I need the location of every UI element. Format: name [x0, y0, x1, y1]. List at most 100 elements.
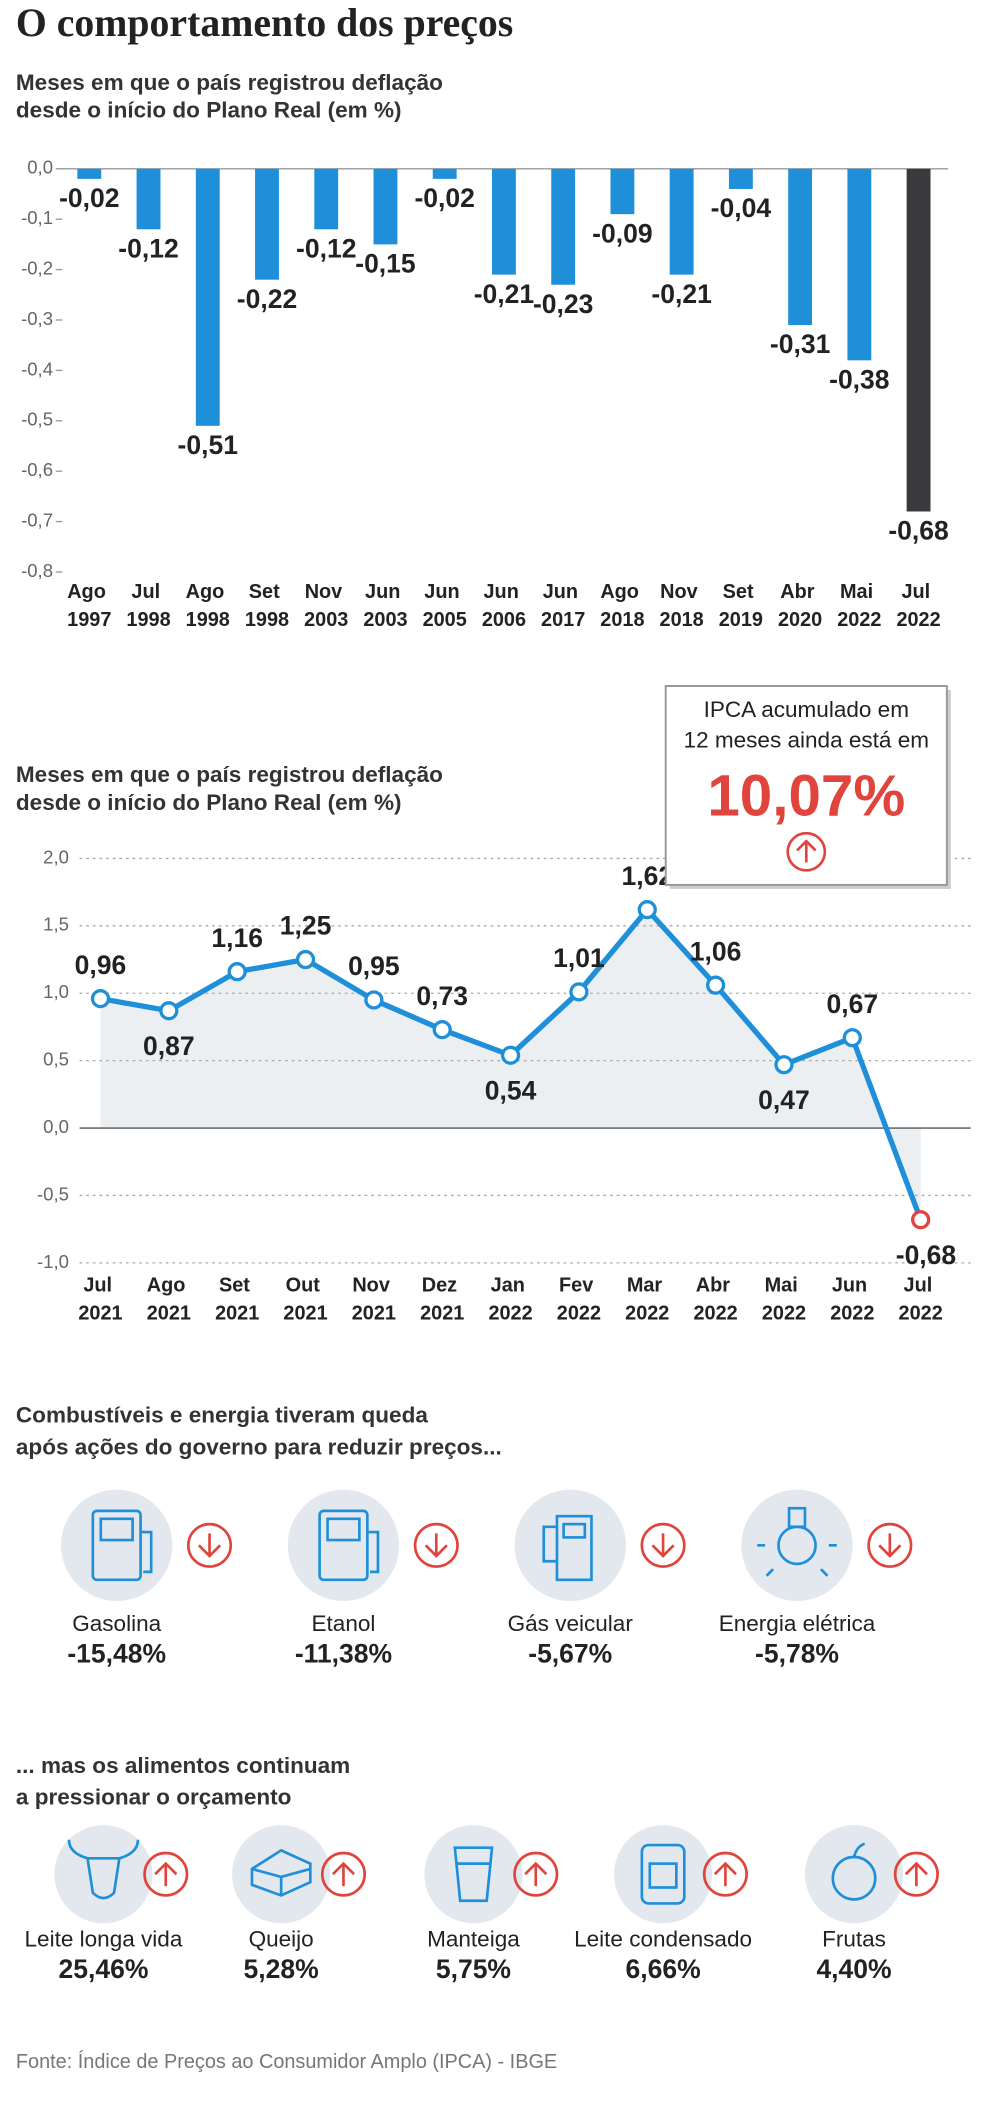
arrow — [154, 1861, 178, 1887]
arrow — [878, 1533, 902, 1558]
icon-bg — [424, 1825, 523, 1924]
x-tick-label: Abr 2020 — [778, 581, 822, 631]
point — [705, 975, 726, 995]
x-tick-label: Mar 2022 — [625, 1275, 669, 1325]
y-tick-label: 0,5 — [43, 1049, 69, 1070]
callout-value: 10,07% — [707, 763, 905, 828]
value-label: 1,01 — [553, 943, 605, 973]
value-label: 1,16 — [211, 923, 263, 953]
icon — [648, 1862, 678, 1889]
x-tick-label: Jun 2017 — [541, 581, 585, 631]
bar — [373, 168, 398, 245]
y-tick-label: -0,4 — [21, 358, 53, 379]
value-label: 0,95 — [348, 951, 400, 981]
arrow-circle — [893, 1851, 939, 1897]
x-tick-label: Jan 2022 — [488, 1275, 532, 1325]
item-name: Energia elétrica — [719, 1611, 876, 1636]
y-tick-label: -0,3 — [21, 308, 53, 329]
bar — [432, 168, 457, 179]
value-label: 1,25 — [280, 911, 332, 941]
value-label: -0,68 — [896, 1240, 956, 1270]
arrow — [197, 1533, 222, 1558]
arrow — [796, 839, 817, 863]
x-tick-label: Nov 2021 — [352, 1275, 396, 1325]
y-tick-label: 0,0 — [43, 1116, 69, 1137]
y-tick-label: -0,1 — [21, 207, 53, 228]
arrow — [713, 1861, 737, 1887]
value-label: -0,12 — [118, 233, 178, 263]
y-tick-label: -1,0 — [37, 1251, 69, 1272]
item-change: 25,46% — [58, 1954, 148, 1984]
item-change: 5,28% — [244, 1954, 319, 1984]
value-label: -0,38 — [829, 365, 889, 395]
point — [637, 900, 657, 920]
point — [911, 1210, 931, 1230]
bar — [728, 168, 753, 189]
value-label: -0,31 — [770, 329, 831, 359]
arrow — [424, 1533, 448, 1558]
x-tick-label: Out 2021 — [283, 1275, 327, 1325]
icon-bg — [287, 1489, 400, 1602]
x-tick-label: Jun 2006 — [482, 581, 526, 631]
y-tick-label: -0,6 — [21, 459, 53, 480]
value-label: 1,62 — [621, 861, 673, 891]
item-change: -5,67% — [528, 1638, 612, 1668]
y-tick-label: 0,0 — [27, 157, 53, 178]
bar — [788, 168, 813, 326]
value-label: 0,87 — [143, 1031, 195, 1061]
value-label: -0,02 — [414, 183, 474, 213]
y-tick-label: -0,5 — [37, 1183, 69, 1204]
value-label: -0,21 — [651, 279, 712, 309]
icon — [555, 1514, 593, 1582]
y-tick-label: 1,5 — [43, 914, 69, 935]
x-tick-label: Fev 2022 — [557, 1275, 601, 1325]
arrow-circle — [867, 1522, 913, 1568]
x-tick-label: Mai 2022 — [837, 581, 881, 631]
item-name: Manteiga — [427, 1926, 520, 1951]
y-tick-label: 1,0 — [43, 981, 69, 1002]
value-label: 0,67 — [826, 989, 878, 1019]
icon — [757, 1544, 837, 1577]
item-change: -5,78% — [755, 1638, 839, 1668]
icon — [640, 1843, 686, 1905]
icon — [91, 1509, 142, 1582]
arrow-circle — [413, 1522, 459, 1568]
bar — [136, 168, 161, 230]
icon — [326, 1517, 361, 1542]
icon-bg — [614, 1825, 713, 1924]
arrow — [904, 1861, 928, 1887]
icon-bg — [232, 1825, 331, 1924]
x-tick-label: Abr 2022 — [693, 1275, 737, 1325]
value-label: -0,51 — [178, 430, 239, 460]
icon-bg — [804, 1825, 904, 1924]
chart-subtitle: Meses em que o país registrou deflação — [16, 762, 443, 787]
x-tick-label: Set 1998 — [245, 581, 289, 631]
point — [159, 1001, 179, 1021]
source: Fonte: Índice de Preços ao Consumidor Am… — [16, 2050, 557, 2073]
x-tick-label: Jul 2021 — [78, 1275, 122, 1325]
callout-text: 12 meses ainda está em — [684, 728, 929, 753]
section-title: Combustíveis e energia tiveram queda — [16, 1403, 428, 1428]
icon — [367, 1530, 380, 1574]
x-tick-label: Ago 1998 — [186, 581, 230, 631]
x-tick-label: Ago 2018 — [600, 581, 644, 631]
y-tick-label: -0,2 — [21, 258, 53, 279]
x-tick-label: Jul 2022 — [896, 581, 940, 631]
x-tick-label: Set 2019 — [719, 581, 763, 631]
arrow-circle — [640, 1522, 686, 1568]
point — [569, 982, 589, 1002]
value-label: 0,47 — [758, 1085, 810, 1115]
value-label: -0,68 — [888, 516, 948, 546]
bar — [255, 168, 279, 280]
point — [432, 1020, 452, 1040]
arrow — [331, 1861, 356, 1887]
value-label: -0,22 — [237, 284, 297, 314]
bar — [195, 168, 220, 426]
x-tick-label: Set 2021 — [215, 1275, 259, 1325]
x-tick-label: Ago 2021 — [147, 1275, 191, 1325]
item-change: 6,66% — [625, 1954, 700, 1984]
x-tick-label: Mai 2022 — [762, 1275, 806, 1325]
bar — [847, 168, 872, 361]
callout-text: IPCA acumulado em — [704, 697, 909, 722]
arrow-circle — [786, 831, 827, 872]
